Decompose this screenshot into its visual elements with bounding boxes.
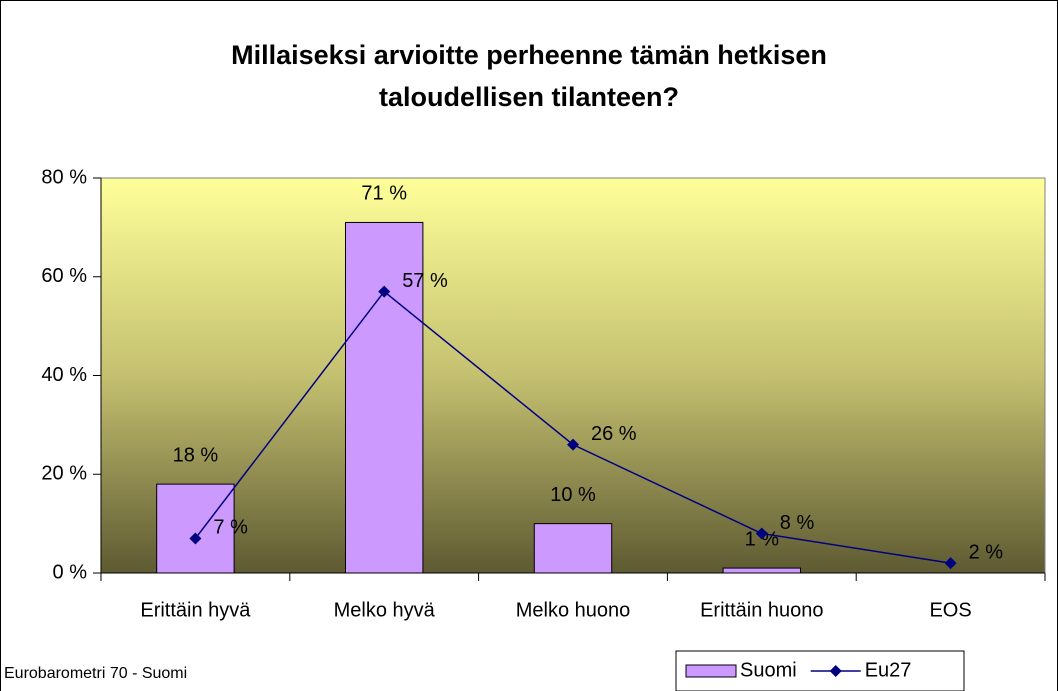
line-marker [944, 557, 957, 570]
data-label: 71 % [361, 183, 407, 205]
line-marker [567, 438, 579, 451]
y-tick-label: 60 % [41, 265, 87, 287]
line-marker [755, 527, 768, 540]
legend-label: Suomi [740, 659, 797, 681]
line-marker [378, 285, 391, 298]
bar [722, 567, 802, 574]
data-label: 57 % [402, 270, 448, 292]
x-tick-label: Melko huono [516, 599, 631, 621]
legend-swatch [829, 665, 842, 677]
bar [533, 523, 613, 574]
bar [156, 483, 235, 574]
data-label: 7 % [213, 517, 248, 539]
x-tick-label: EOS [929, 599, 971, 621]
x-tick-label: Melko hyvä [334, 599, 436, 621]
source: Eurobarometri 70 - Suomi [4, 665, 187, 682]
x-tick-label: Erittäin huono [700, 599, 823, 621]
data-label: 8 % [780, 512, 815, 534]
data-label: 2 % [969, 541, 1004, 563]
data-label: 10 % [550, 484, 596, 506]
y-tick-label: 80 % [41, 166, 87, 188]
legend-swatch [685, 664, 737, 678]
chart-title: taloudellisen tilanteen? [379, 82, 679, 112]
line-marker [189, 532, 202, 545]
chart-title: Millaiseksi arvioitte perheenne tämän he… [231, 40, 827, 70]
data-label: 18 % [173, 444, 219, 466]
plot-area [100, 177, 1046, 574]
x-tick-label: Erittäin hyvä [140, 599, 251, 621]
bar [344, 221, 424, 574]
y-tick-label: 40 % [41, 364, 87, 386]
data-label: 26 % [591, 423, 637, 445]
y-tick-label: 0 % [53, 561, 88, 583]
y-tick-label: 20 % [41, 463, 87, 485]
legend-label: Eu27 [865, 659, 912, 681]
